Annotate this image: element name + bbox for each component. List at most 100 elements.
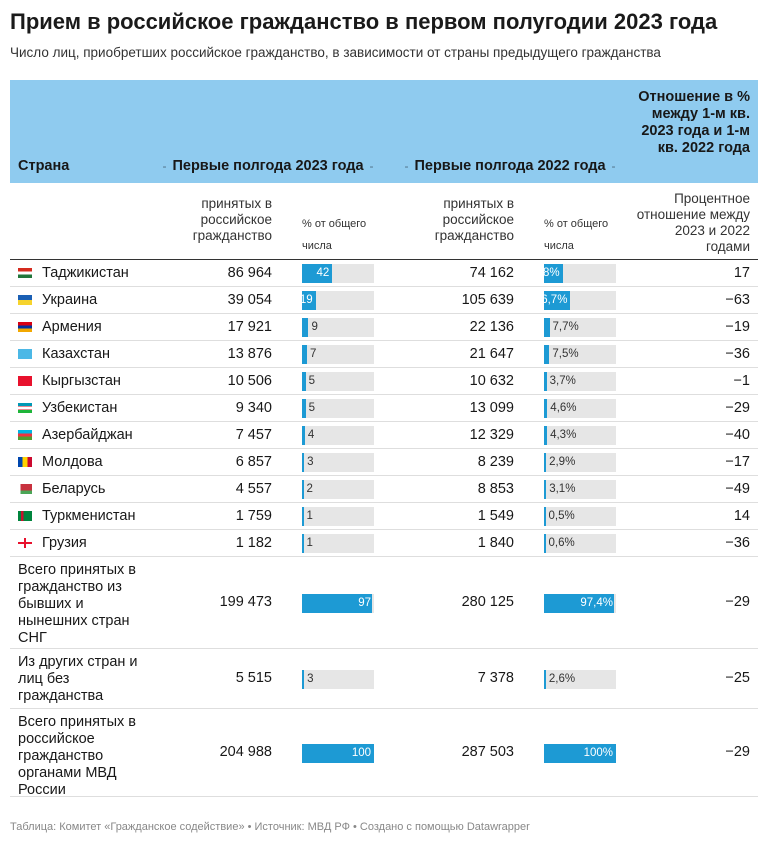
pct-2023-bar-track: 100 xyxy=(302,744,374,763)
pct-2022-bar-label: 2,9% xyxy=(549,456,576,468)
header-dash: - xyxy=(404,159,409,173)
country-name: Туркменистан xyxy=(42,508,136,524)
header-group-2023: - Первые полгода 2023 года - xyxy=(160,158,376,174)
pct-2022-bar-fill xyxy=(544,480,547,499)
change-value: −29 xyxy=(725,744,750,760)
change-value: −63 xyxy=(725,292,750,308)
pct-2022-bar-track: 2,6% xyxy=(544,670,616,689)
pct-2023-bar-label: 7 xyxy=(310,348,317,360)
table-row: Молдова 6 857 3 8 239 2,9% −17 xyxy=(10,449,758,476)
pct-2023-bar-label: 100 xyxy=(351,747,371,759)
pct-2023-bar-track: 7 xyxy=(302,345,374,364)
table-row: Таджикистан 86 964 42 74 162 25,8% 17 xyxy=(10,260,758,287)
header-dash: - xyxy=(369,159,374,173)
pct-2023-bar-fill xyxy=(302,534,304,553)
country-cell: Украина xyxy=(18,292,97,308)
pct-2023-bar-fill xyxy=(302,399,306,418)
subheader-change[interactable]: Процентное отношение между 2023 и 2022 г… xyxy=(636,191,750,254)
pct-2022-bar-label: 4,3% xyxy=(550,429,577,441)
accepted-2023-value: 1 759 xyxy=(235,508,272,524)
header-dash: - xyxy=(162,159,167,173)
azerbaijan-flag-icon xyxy=(18,430,32,440)
country-name: Азербайджан xyxy=(42,427,133,443)
country-cell: Армения xyxy=(18,319,102,335)
pct-2023-bar-track: 5 xyxy=(302,372,374,391)
accepted-2023-value: 6 857 xyxy=(235,454,272,470)
pct-2022-bar-fill xyxy=(544,399,548,418)
pct-2022-bar-label: 3,1% xyxy=(549,483,576,495)
subheader-pct-2022[interactable]: % от общего числа xyxy=(544,218,609,252)
pct-2022-bar-label: 0,6% xyxy=(548,537,575,549)
pct-2022-bar-track: 3,1% xyxy=(544,480,616,499)
pct-2023-bar-label: 3 xyxy=(307,673,314,685)
subheader-accepted-2022[interactable]: принятых в российское гражданство xyxy=(434,196,514,243)
pct-2023-bar-fill xyxy=(302,291,316,310)
pct-2022-bar-track: 100% xyxy=(544,744,616,763)
pct-2022-bar-fill xyxy=(544,345,550,364)
country-name: Казахстан xyxy=(42,346,110,362)
pct-2023-bar-track: 9 xyxy=(302,318,374,337)
accepted-2022-value: 1 840 xyxy=(477,535,514,551)
change-value: −29 xyxy=(725,594,750,610)
accepted-2022-value: 105 639 xyxy=(461,292,514,308)
country-cell: Туркменистан xyxy=(18,508,135,524)
pct-2023-bar-label: 1 xyxy=(306,537,313,549)
pct-2022-bar-fill xyxy=(544,744,616,763)
country-name: Армения xyxy=(42,319,102,335)
pct-2022-bar-fill xyxy=(544,318,550,337)
pct-2022-bar-label: 25,8% xyxy=(526,267,560,279)
change-value: −25 xyxy=(725,670,750,686)
subheader-accepted-2023[interactable]: принятых в российское гражданство xyxy=(192,196,272,243)
accepted-2022-value: 74 162 xyxy=(469,265,514,281)
pct-2023-bar-label: 5 xyxy=(308,402,315,414)
table-body: Таджикистан 86 964 42 74 162 25,8% 17 Украина 3… xyxy=(10,260,758,798)
total-label: Всего принятых в гражданство из бывших и… xyxy=(18,562,136,646)
country-cell: Беларусь xyxy=(18,481,105,497)
pct-2023-bar-track: 4 xyxy=(302,426,374,445)
accepted-2022-value: 22 136 xyxy=(469,319,514,335)
pct-2022-bar-label: 100% xyxy=(583,747,613,759)
accepted-2022-value: 13 099 xyxy=(469,400,514,416)
pct-2023-bar-track: 42 xyxy=(302,264,374,283)
pct-2022-bar-track: 7,5% xyxy=(544,345,616,364)
accepted-2023-value: 86 964 xyxy=(227,265,272,281)
change-value: −1 xyxy=(733,373,750,389)
accepted-2023-value: 10 506 xyxy=(227,373,272,389)
pct-2022-bar-track: 97,4% xyxy=(544,594,616,613)
pct-2023-bar-track: 2 xyxy=(302,480,374,499)
change-value: −40 xyxy=(725,427,750,443)
pct-2023-bar-track: 5 xyxy=(302,399,374,418)
pct-2023-bar-fill xyxy=(302,480,304,499)
table-row: Беларусь 4 557 2 8 853 3,1% −49 xyxy=(10,476,758,503)
pct-2022-bar-fill xyxy=(544,264,563,283)
table-row: Азербайджан 7 457 4 12 329 4,3% −40 xyxy=(10,422,758,449)
country-cell: Азербайджан xyxy=(18,427,133,443)
country-cell: Грузия xyxy=(18,535,87,551)
pct-2022-bar-fill xyxy=(544,291,571,310)
pct-2022-bar-track: 2,9% xyxy=(544,453,616,472)
change-value: −19 xyxy=(725,319,750,335)
table-row: Узбекистан 9 340 5 13 099 4,6% −29 xyxy=(10,395,758,422)
country-name: Украина xyxy=(42,292,98,308)
pct-2022-bar-track: 0,5% xyxy=(544,507,616,526)
header-country[interactable]: Страна xyxy=(18,158,70,174)
pct-2022-bar-label: 7,5% xyxy=(552,348,579,360)
header-change[interactable]: Отношение в % между 1-м кв. 2023 года и … xyxy=(638,89,750,156)
footer-credits: Таблица: Комитет «Гражданское содействие… xyxy=(10,821,530,833)
chart-title: Прием в российское гражданство в первом … xyxy=(10,9,718,34)
country-cell: Узбекистан xyxy=(18,400,117,416)
change-value: −29 xyxy=(725,400,750,416)
total-row: Всего принятых в российское гражданство … xyxy=(10,709,758,798)
subheader-pct-2023[interactable]: % от общего числа xyxy=(302,218,367,252)
pct-2022-bar-fill xyxy=(544,670,546,689)
chart-subtitle: Число лиц, приобретших российское гражда… xyxy=(10,45,661,60)
pct-2023-bar-label: 1 xyxy=(306,510,313,522)
accepted-2023-value: 5 515 xyxy=(235,670,272,686)
table-row: Казахстан 13 876 7 21 647 7,5% −36 xyxy=(10,341,758,368)
header-group-2023-label: Первые полгода 2023 года xyxy=(172,158,364,174)
pct-2022-bar-track: 4,3% xyxy=(544,426,616,445)
pct-2023-bar-fill xyxy=(302,264,333,283)
accepted-2022-value: 1 549 xyxy=(477,508,514,524)
pct-2023-bar-fill xyxy=(302,507,304,526)
pct-2023-bar-track: 3 xyxy=(302,453,374,472)
